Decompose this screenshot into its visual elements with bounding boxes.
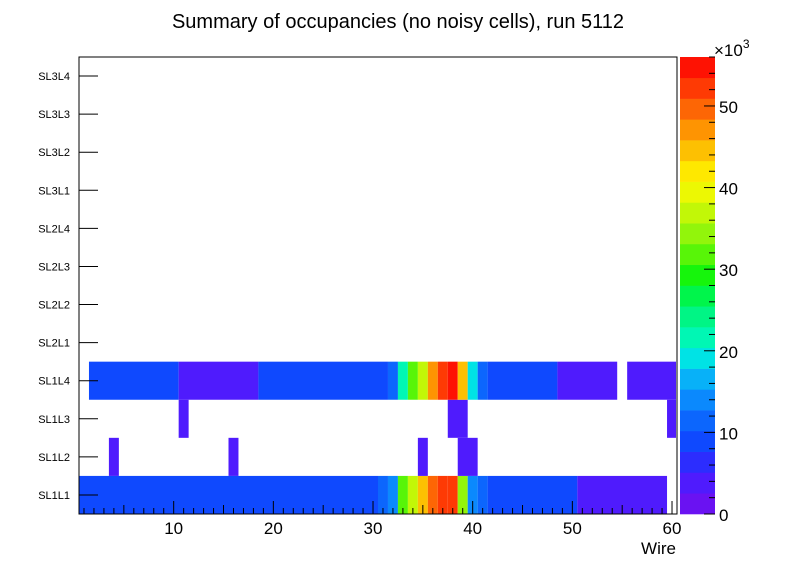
y-tick-label: SL3L3 [38,109,70,121]
z-multiplier-base: ×10 [714,41,743,60]
y-tick-label: SL2L3 [38,261,70,273]
palette-swatch [680,410,715,432]
heatmap-cell [427,361,438,400]
z-tick-label: 30 [719,261,738,280]
heatmap-cell [627,361,676,400]
palette-swatch [680,493,715,515]
palette-swatch [680,451,715,473]
heatmap-cell [407,475,418,514]
palette-swatch [680,160,715,182]
palette-swatch [680,285,715,307]
x-tick-label: 60 [663,519,682,538]
y-tick-label: SL1L4 [38,376,70,388]
heatmap-cell [378,475,388,514]
palette-swatch [680,430,715,452]
heatmap-cell [477,361,488,400]
heatmap-cell [487,361,558,400]
heatmap-cell [457,475,468,514]
palette-swatch [680,347,715,369]
palette-swatch [680,264,715,286]
heatmap-cell [228,437,239,476]
z-tick-label: 0 [719,506,728,525]
heatmap-cell [437,475,448,514]
y-tick-label: SL3L2 [38,147,70,159]
heatmap-cell [178,399,189,438]
heatmap-cell [467,361,478,400]
heatmap-cell [487,475,578,514]
palette-swatch [680,223,715,245]
heatmap-cell [447,399,468,438]
heatmap-cell [447,361,458,400]
z-tick-label: 50 [719,98,738,117]
heatmap-cell [467,475,478,514]
y-tick-label: SL1L1 [38,490,70,502]
y-tick-label: SL1L3 [38,414,70,426]
x-tick-label: 50 [563,519,582,538]
heatmap-cell [397,475,408,514]
z-tick-label: 10 [719,424,738,443]
heatmap-cell [417,475,428,514]
heatmap-cell [557,361,618,400]
palette-swatch [680,57,715,79]
heatmap-cell [387,361,398,400]
heatmap-cell [457,437,478,476]
heatmap-cell [407,361,418,400]
y-tick-label: SL1L2 [38,452,70,464]
palette-swatch [680,306,715,328]
heatmap-cell [417,437,428,476]
palette-swatch [680,181,715,203]
heatmap-cell [79,475,378,514]
z-tick-label: 20 [719,343,738,362]
heatmap-cell [667,399,676,438]
x-axis-label: Wire [641,539,676,558]
y-tick-label: SL2L2 [38,300,70,312]
palette-swatch [680,140,715,162]
color-palette: 0 10 20 30 40 50 [680,56,738,525]
x-tick-label: 10 [164,519,183,538]
heatmap-cell [258,361,388,400]
palette-swatch [680,368,715,390]
palette-swatch [680,119,715,141]
heatmap-cell [457,361,468,400]
x-tick-label: 40 [463,519,482,538]
palette-swatch [680,327,715,349]
y-tick-label: SL3L1 [38,185,70,197]
z-axis-multiplier: ×103 [714,37,750,60]
z-multiplier-exponent: 3 [743,37,750,51]
y-tick-label: SL2L4 [38,223,70,235]
palette-swatch [680,472,715,494]
heatmap-cell [397,361,408,400]
y-tick-label: SL3L4 [38,71,70,83]
heatmap-cell [387,475,398,514]
palette-swatch [680,77,715,99]
heatmap-cells [79,361,676,514]
x-tick-label: 30 [364,519,383,538]
y-tick-label: SL2L1 [38,338,70,350]
heatmap-cell [108,437,119,476]
heatmap-cell [477,475,488,514]
z-tick-label: 40 [719,180,738,199]
heatmap-cell [417,361,428,400]
heatmap-cell [88,361,179,400]
heatmap-cell [178,361,259,400]
palette-swatch [680,243,715,266]
plot-frame [78,56,678,515]
heatmap-cell [437,361,448,400]
axes: 10 20 30 40 50 60 SL1L1 SL1L2 SL1L3 SL1L4 SL2L1 SL2… [38,71,681,538]
heatmap-cell [427,475,438,514]
heatmap-cell [447,475,458,514]
palette-swatch [680,98,715,120]
chart-title: Summary of occupancies (no noisy cells),… [172,11,624,33]
palette-swatch [680,389,715,411]
palette-swatch [680,202,715,224]
x-tick-label: 20 [264,519,283,538]
